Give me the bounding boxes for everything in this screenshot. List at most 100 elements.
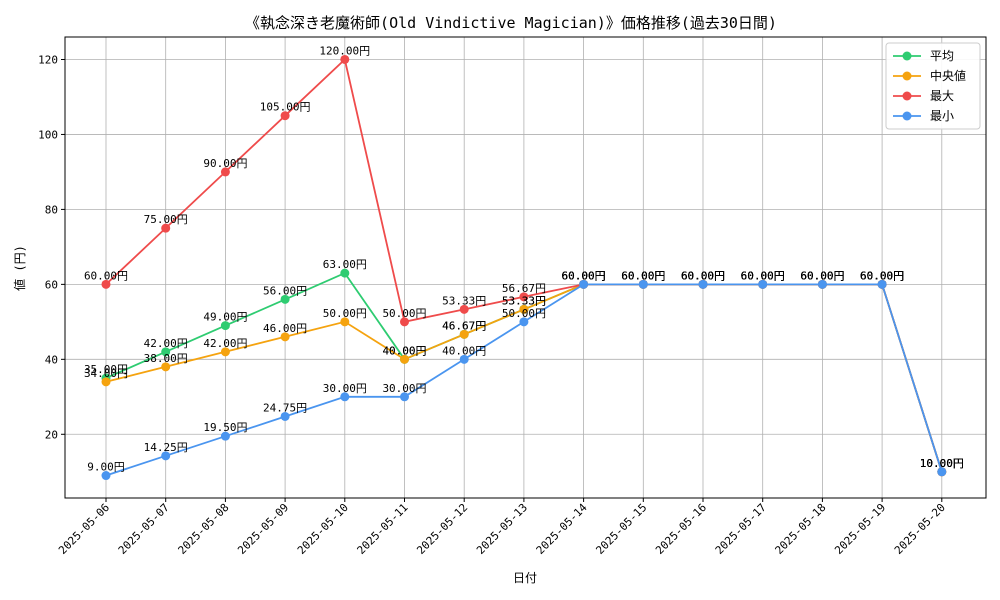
data-label: 10.00円 [920, 457, 964, 470]
data-label: 49.00円 [203, 311, 247, 324]
data-label: 60.00円 [800, 269, 844, 282]
y-axis-ticks: 20 40 60 80 100 120 [38, 53, 65, 441]
x-tick-label: 2025-05-12 [414, 501, 470, 557]
data-label: 60.00円 [860, 269, 904, 282]
y-tick-label: 80 [45, 203, 58, 216]
data-point [519, 317, 529, 327]
legend-label: 最小 [930, 109, 954, 123]
data-label: 53.33円 [442, 294, 486, 307]
data-label: 50.00円 [323, 307, 367, 320]
data-point [340, 317, 350, 327]
data-label: 60.00円 [681, 269, 725, 282]
x-tick-label: 2025-05-14 [534, 501, 590, 557]
legend-box [885, 42, 981, 130]
data-point [220, 321, 230, 331]
x-axis-ticks: 2025-05-06 2025-05-07 2025-05-08 2025-05-09… [56, 498, 948, 557]
data-label: 24.75円 [263, 401, 307, 414]
data-label: 10.00円 [920, 457, 964, 470]
data-point [459, 329, 469, 339]
data-point [579, 279, 589, 289]
series-3 [101, 279, 947, 481]
x-tick-label: 2025-05-17 [713, 501, 769, 557]
data-label: 19.50円 [203, 421, 247, 434]
data-label: 60.00円 [800, 269, 844, 282]
data-point [161, 347, 171, 357]
data-label: 10.00円 [920, 457, 964, 470]
data-label: 50.00円 [382, 307, 426, 320]
data-point [519, 292, 529, 302]
legend-marker [902, 111, 912, 121]
data-point [161, 223, 171, 233]
legend-marker [902, 91, 912, 101]
data-point [459, 354, 469, 364]
data-point [280, 111, 290, 121]
data-point [220, 167, 230, 177]
data-point [400, 317, 409, 327]
legend-label: 平均 [930, 49, 954, 63]
y-tick-label: 40 [45, 353, 58, 366]
data-label: 38.00円 [144, 352, 188, 365]
y-tick-label: 100 [38, 128, 58, 141]
data-point [340, 54, 350, 64]
data-point [161, 362, 171, 372]
x-tick-label: 2025-05-11 [355, 501, 411, 557]
data-point [638, 279, 648, 289]
data-label: 9.00円 [87, 461, 125, 474]
x-tick-label: 2025-05-19 [832, 501, 888, 557]
data-label: 60.00円 [84, 269, 128, 282]
data-point [340, 268, 350, 278]
data-label: 75.00円 [144, 213, 188, 226]
data-label: 60.00円 [681, 269, 725, 282]
legend-marker [902, 51, 912, 61]
data-label: 34.00円 [84, 367, 128, 380]
data-point [877, 279, 887, 289]
data-label: 60.00円 [800, 269, 844, 282]
data-label: 42.00円 [203, 337, 247, 350]
x-tick-label: 2025-05-08 [175, 501, 231, 557]
data-label: 60.00円 [621, 269, 665, 282]
data-point [698, 279, 708, 289]
x-axis-label: 日付 [513, 571, 537, 585]
data-label: 60.00円 [741, 269, 785, 282]
plot-frame [64, 36, 987, 499]
data-label: 60.00円 [681, 269, 725, 282]
data-point [280, 332, 290, 342]
y-tick-label: 120 [38, 53, 58, 66]
data-label: 60.00円 [860, 269, 904, 282]
data-label: 30.00円 [323, 382, 367, 395]
data-label: 40.00円 [382, 344, 426, 357]
data-point [817, 279, 827, 289]
data-label: 53.33円 [502, 294, 546, 307]
data-label: 63.00円 [323, 258, 367, 271]
data-label: 56.00円 [263, 284, 307, 297]
data-label: 60.00円 [621, 269, 665, 282]
data-label: 90.00円 [203, 157, 247, 170]
data-label: 60.00円 [860, 269, 904, 282]
data-label: 60.00円 [681, 269, 725, 282]
data-label: 46.67円 [442, 319, 486, 332]
data-point [519, 304, 529, 314]
data-point [101, 471, 111, 481]
data-label: 10.00円 [920, 457, 964, 470]
data-point [220, 347, 230, 357]
data-point [340, 392, 350, 402]
data-label: 60.00円 [741, 269, 785, 282]
data-label: 46.00円 [263, 322, 307, 335]
data-label: 50.00円 [502, 307, 546, 320]
data-point [101, 377, 111, 387]
data-label: 40.00円 [382, 344, 426, 357]
x-tick-label: 2025-05-07 [116, 501, 172, 557]
y-tick-label: 20 [45, 428, 58, 441]
data-label: 53.33円 [502, 294, 546, 307]
data-label: 105.00円 [260, 101, 311, 114]
data-point [220, 431, 230, 441]
data-label: 40.00円 [442, 344, 486, 357]
x-tick-label: 2025-05-10 [295, 501, 351, 557]
chart-title: 《執念深き老魔術師(Old Vindictive Magician)》価格推移(… [245, 14, 777, 32]
legend-label: 最大 [930, 89, 954, 103]
data-label: 42.00円 [144, 337, 188, 350]
data-point [459, 304, 469, 314]
data-point [937, 467, 947, 477]
